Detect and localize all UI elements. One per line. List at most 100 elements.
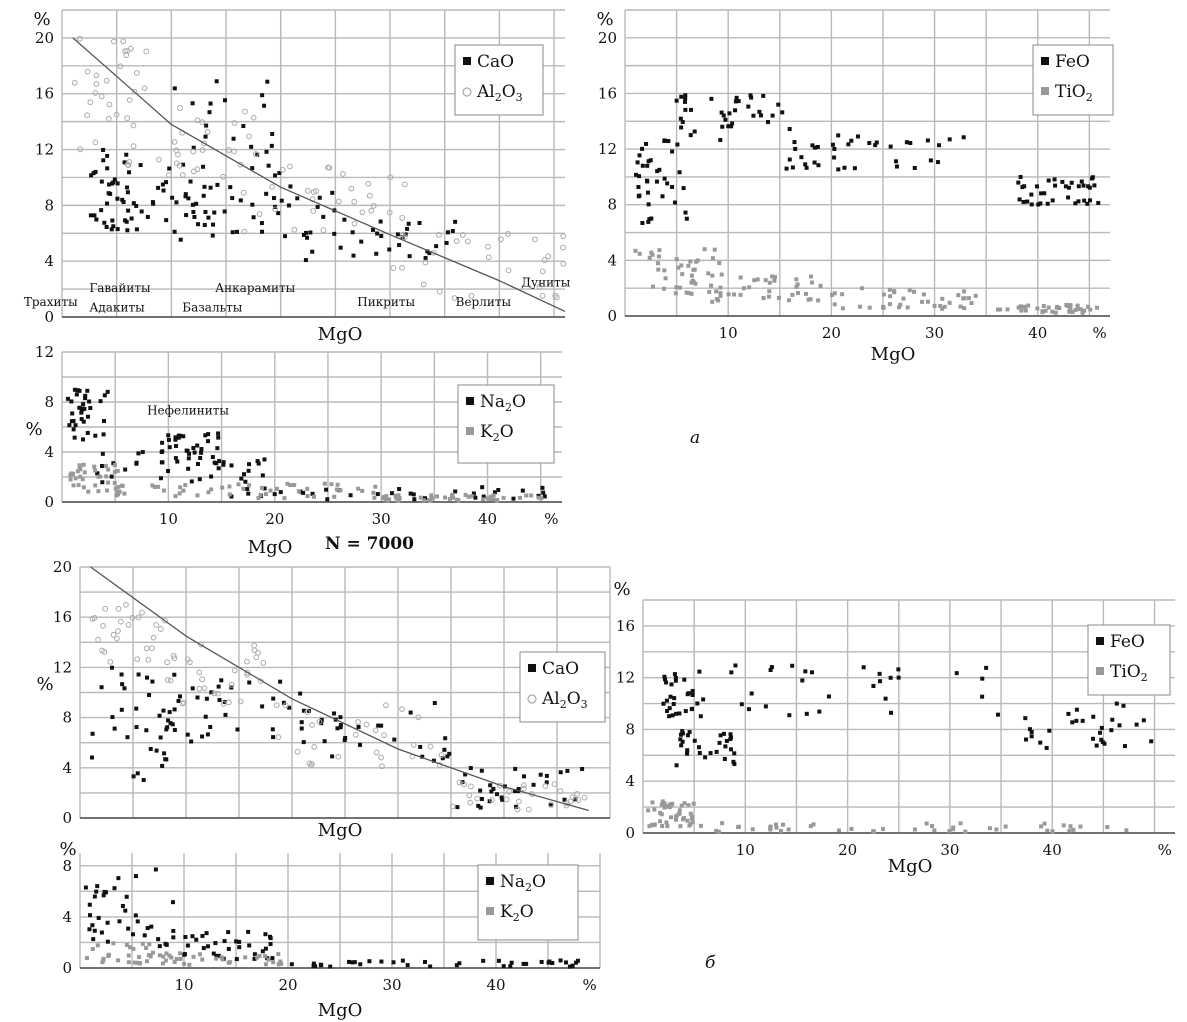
data-point (480, 485, 485, 490)
data-point (65, 396, 70, 401)
data-point (718, 285, 723, 290)
data-point (405, 963, 410, 968)
data-point (156, 484, 161, 489)
x-tick-label: 20 (265, 510, 284, 528)
data-point (670, 149, 675, 154)
data-point (131, 201, 136, 206)
data-point (888, 294, 893, 299)
data-point (184, 213, 189, 218)
data-point (269, 183, 275, 190)
data-point (950, 827, 955, 832)
data-point (129, 216, 134, 221)
data-point (281, 700, 286, 705)
data-point (450, 492, 455, 497)
data-point (144, 959, 149, 964)
data-point (172, 727, 177, 732)
data-point (170, 195, 175, 200)
data-point (430, 249, 437, 256)
y-tick-label: 16 (35, 85, 54, 103)
data-point (720, 124, 725, 129)
data-point (714, 749, 719, 754)
data-point (509, 960, 514, 965)
data-point (669, 682, 674, 687)
data-point (220, 173, 227, 180)
y-tick-label: 4 (62, 908, 72, 926)
data-point (781, 822, 786, 827)
data-point (264, 191, 269, 196)
data-point (648, 158, 653, 163)
data-point (925, 138, 930, 143)
data-point (87, 913, 92, 918)
data-point (539, 292, 546, 299)
data-point (205, 944, 210, 949)
data-point (360, 488, 365, 493)
data-point (689, 816, 694, 821)
data-point (198, 455, 203, 460)
data-point (1043, 308, 1048, 313)
data-point (126, 953, 131, 958)
data-point (105, 920, 110, 925)
data-point (412, 497, 417, 502)
data-point (1099, 725, 1104, 730)
data-point (766, 120, 771, 125)
data-point (200, 957, 205, 962)
data-point (103, 463, 108, 468)
data-point (453, 238, 460, 245)
data-point (453, 219, 458, 224)
data-point (199, 447, 204, 452)
legend-marker (466, 427, 474, 435)
data-point (172, 707, 177, 712)
data-point (466, 792, 473, 799)
data-point (659, 812, 664, 817)
data-point (422, 259, 429, 266)
y-axis-label: % (36, 674, 53, 695)
data-point (332, 494, 337, 499)
data-point (137, 961, 142, 966)
data-point (320, 227, 327, 234)
series-k2o (68, 462, 544, 503)
data-point (190, 168, 197, 175)
data-point (171, 935, 176, 940)
data-point (338, 488, 343, 493)
data-point (305, 486, 310, 491)
data-point (682, 677, 687, 682)
data-point (649, 216, 654, 221)
y-tick-label: 0 (44, 493, 54, 511)
data-point (434, 494, 439, 499)
data-point (471, 491, 476, 496)
data-point (153, 622, 160, 628)
data-point (260, 473, 265, 478)
data-point (731, 759, 736, 764)
data-point (226, 930, 231, 935)
data-point (776, 102, 781, 107)
data-point (162, 617, 168, 624)
data-point (697, 669, 702, 674)
data-point (721, 113, 726, 118)
data-point (279, 198, 284, 203)
data-point (463, 772, 468, 777)
data-point (425, 249, 430, 254)
data-point (99, 685, 104, 690)
data-point (130, 932, 135, 937)
data-point (466, 494, 471, 499)
data-point (728, 737, 733, 742)
data-point (304, 230, 309, 235)
data-point (216, 435, 221, 440)
data-point (87, 399, 92, 404)
data-point (689, 707, 694, 712)
data-point (219, 955, 224, 960)
data-point (109, 227, 114, 232)
data-point (275, 734, 282, 741)
data-point (640, 221, 645, 226)
data-point (122, 160, 127, 165)
data-point (186, 456, 191, 461)
data-point (298, 691, 303, 696)
data-point (896, 667, 901, 672)
data-point (310, 189, 317, 195)
data-point (1094, 305, 1099, 310)
data-point (247, 680, 252, 685)
data-point (859, 286, 864, 291)
data-point (656, 267, 661, 272)
data-point (181, 488, 186, 493)
data-point (160, 763, 165, 768)
